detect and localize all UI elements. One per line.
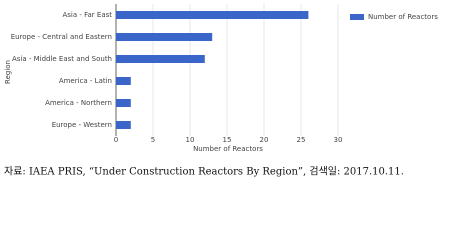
x-tick-label: 10	[186, 136, 195, 144]
legend-label: Number of Reactors	[368, 13, 438, 21]
y-axis-title: Region	[4, 60, 12, 84]
x-tick-label: 25	[297, 136, 306, 144]
y-tick-label: America - Latin	[59, 77, 112, 85]
bar	[116, 55, 205, 63]
x-tick-label: 30	[334, 136, 343, 144]
bar	[116, 11, 309, 19]
y-tick-label: Asia - Middle East and South	[12, 55, 112, 63]
x-tick-label: 5	[151, 136, 155, 144]
y-tick-label: Europe - Central and Eastern	[11, 33, 112, 41]
y-tick-label: America - Northern	[45, 99, 112, 107]
x-tick-label: 20	[260, 136, 269, 144]
page: {"chart_data": {"type": "bar", "orientat…	[4, 4, 439, 178]
y-tick-label: Europe - Western	[52, 121, 112, 129]
y-tick-label: Asia - Far East	[62, 11, 112, 19]
x-axis-title: Number of Reactors	[193, 145, 263, 153]
bar	[116, 33, 213, 41]
caption: 자료: IAEA PRIS, “Under Construction React…	[4, 166, 404, 178]
chart: Region Number of Reactors 자료: IAEA PRIS,…	[4, 4, 438, 178]
legend-swatch	[350, 14, 364, 20]
bar	[116, 77, 131, 85]
bar	[116, 121, 131, 129]
x-tick-label: 0	[114, 136, 118, 144]
x-tick-label: 15	[223, 136, 232, 144]
bar	[116, 99, 131, 107]
